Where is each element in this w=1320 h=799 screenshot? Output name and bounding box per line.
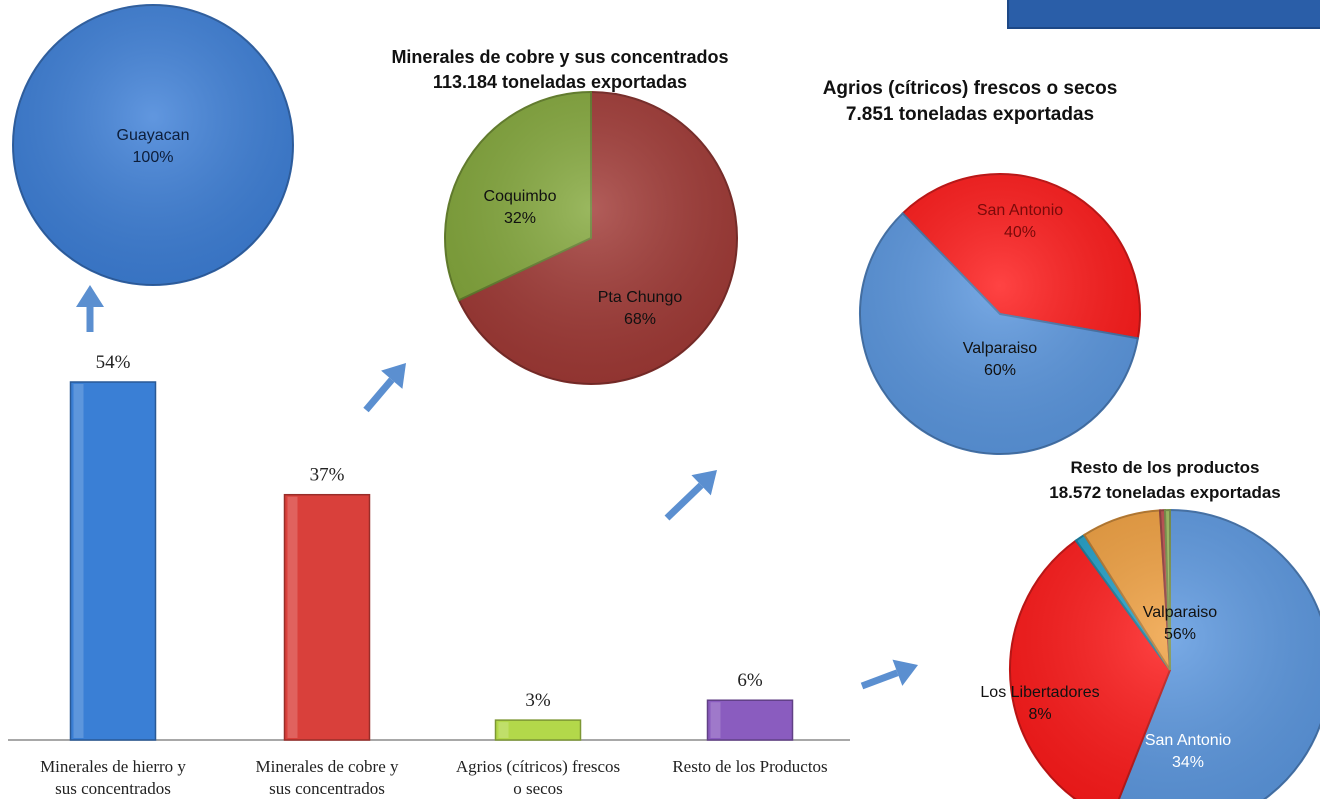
pie-title: Agrios (cítricos) frescos o secos 7.851 t… <box>823 78 1118 125</box>
bar-value-label: 37% <box>310 465 345 486</box>
pie-title: Minerales de cobre y sus concentrados 113… <box>391 47 728 92</box>
arrow-group <box>76 285 918 690</box>
pie-shading <box>13 5 293 285</box>
arrow-2 <box>363 363 406 413</box>
pie-shading <box>860 174 1140 454</box>
bar-highlight <box>710 702 721 738</box>
arrow-head <box>892 659 918 686</box>
bar-value-label: 54% <box>96 352 131 373</box>
bar-category-label: Minerales de cobre y sus concentrados <box>255 757 399 798</box>
pie-chart-resto: Resto de los productos 18.572 toneladas e… <box>980 458 1320 799</box>
bar-2 <box>283 493 371 741</box>
bar-rect <box>494 719 582 741</box>
bar-rect <box>706 699 794 741</box>
pie-slice-label: Coquimbo 32% <box>484 188 557 227</box>
arrow-shaft <box>363 377 395 413</box>
pie-title: Resto de los productos 18.572 toneladas e… <box>1049 458 1281 502</box>
bar-3 <box>494 719 582 741</box>
pie-chart-hierro: Guayacan 100% <box>12 4 294 286</box>
bar-highlight <box>287 496 298 738</box>
pie-slice-label: Valparaiso 56% <box>1143 604 1218 643</box>
bar-highlight <box>73 384 84 738</box>
arrow-4 <box>860 659 918 690</box>
pie-shading <box>1010 510 1320 799</box>
bar-value-label-group: 54% 37% 3% 6% <box>96 352 763 711</box>
pie-shading <box>445 92 737 384</box>
pie-slice-label: Los Libertadores 8% <box>980 684 1099 723</box>
arrow-1 <box>76 285 104 332</box>
bar-value-label: 6% <box>737 670 763 691</box>
pie-chart-agrios: Agrios (cítricos) frescos o secos 7.851 t… <box>823 78 1141 456</box>
pie-slice-label: San Antonio 40% <box>977 202 1063 241</box>
bar-category-label: Agrios (cítricos) frescos o secos <box>456 757 620 798</box>
bar-value-label: 3% <box>525 690 551 711</box>
pie-slice-label: Pta Chungo 68% <box>598 289 683 328</box>
pie-chart-cobre: Minerales de cobre y sus concentrados 113… <box>391 47 738 385</box>
arrow-head <box>691 470 717 496</box>
pie-slice-label: Valparaiso 60% <box>963 340 1038 379</box>
bar-rect <box>69 381 157 741</box>
bar-group <box>69 381 794 741</box>
arrow-shaft <box>664 482 704 521</box>
arrow-3 <box>664 470 717 521</box>
bar-chart-export-share: 54% 37% 3% 6% Minerales de hierro y sus conc… <box>8 352 850 798</box>
arrow-head <box>381 363 406 389</box>
bar-category-label: Minerales de hierro y sus concentrados <box>40 757 186 798</box>
bar-4 <box>706 699 794 741</box>
corner-banner <box>1007 0 1320 29</box>
arrow-head <box>76 285 104 307</box>
bar-rect <box>283 493 371 741</box>
pie-slice-label: San Antonio 34% <box>1145 732 1231 771</box>
bar-highlight <box>498 722 509 738</box>
arrow-shaft <box>860 669 899 690</box>
bar-category-label: Resto de los Productos <box>672 757 827 776</box>
pie-slice-label: Guayacan 100% <box>117 127 190 166</box>
bar-category-label-group: Minerales de hierro y sus concentrados Min… <box>40 757 828 798</box>
bar-1 <box>69 381 157 741</box>
